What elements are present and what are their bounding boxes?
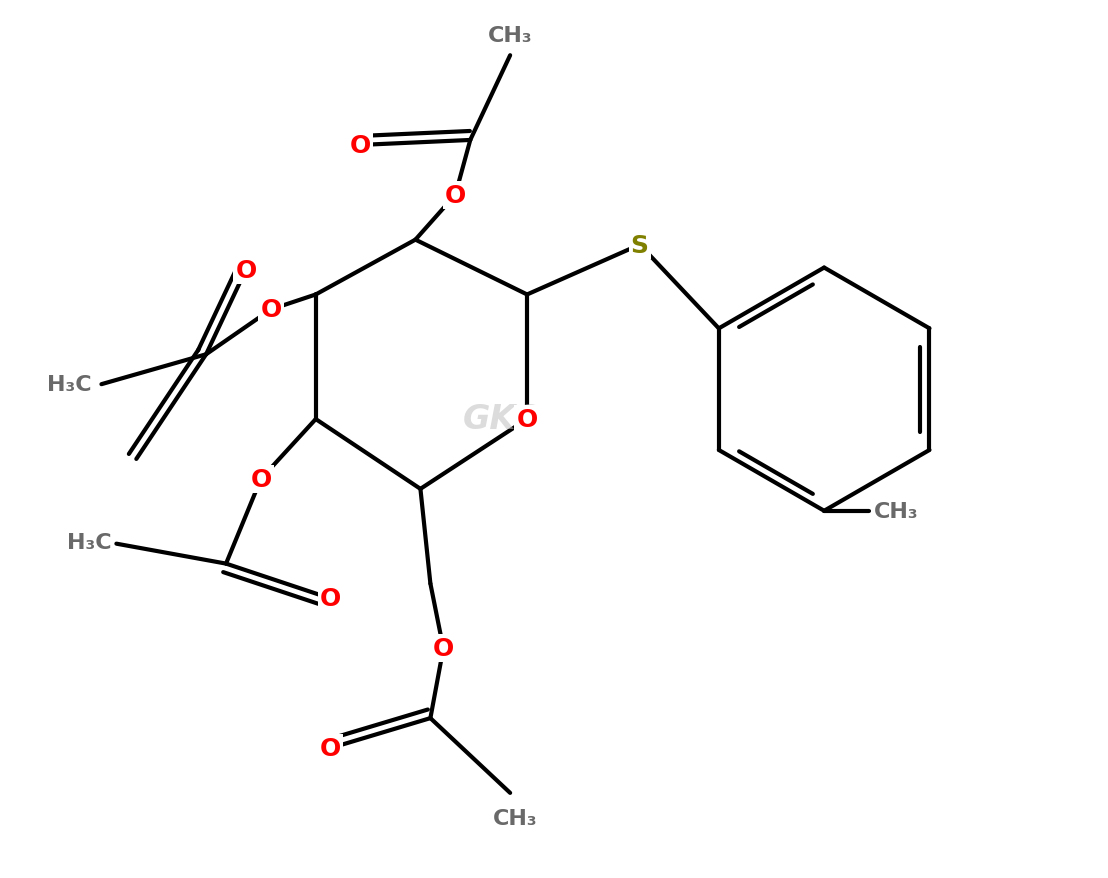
Text: O: O — [260, 298, 281, 322]
Text: O: O — [235, 258, 257, 282]
Text: CH₃: CH₃ — [488, 26, 533, 47]
Text: H₃C: H₃C — [66, 532, 112, 552]
Text: O: O — [516, 407, 537, 432]
Text: O: O — [320, 736, 341, 760]
Text: O: O — [433, 637, 454, 660]
Text: GKC: GKC — [462, 402, 538, 435]
Text: CH₃: CH₃ — [493, 808, 537, 828]
Text: S: S — [630, 234, 648, 257]
Text: O: O — [350, 133, 371, 158]
Text: O: O — [320, 587, 341, 611]
Text: CH₃: CH₃ — [874, 501, 919, 522]
Text: O: O — [444, 184, 466, 207]
Text: H₃C: H₃C — [47, 375, 92, 395]
Text: O: O — [250, 467, 271, 492]
